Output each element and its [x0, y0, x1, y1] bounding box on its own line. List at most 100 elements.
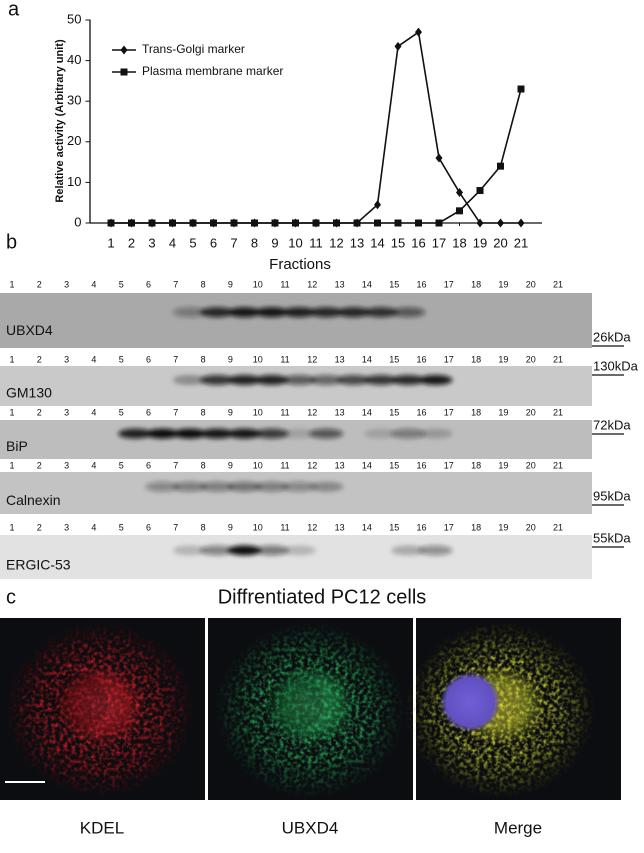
blot-name: GM130 — [6, 385, 52, 401]
blot-strip — [0, 472, 592, 514]
point — [394, 219, 402, 227]
lane-number: 16 — [416, 279, 426, 289]
y-tick-label: 10 — [67, 174, 81, 189]
lane-number: 11 — [280, 522, 289, 532]
point — [517, 85, 525, 93]
lane-number: 18 — [471, 407, 481, 417]
lane-number: 21 — [553, 354, 563, 364]
microscopy-title: Diffrentiated PC12 cells — [218, 586, 427, 608]
point — [292, 219, 299, 227]
lane-number: 19 — [498, 407, 508, 417]
point — [476, 187, 484, 195]
band — [200, 307, 235, 318]
band — [200, 481, 235, 492]
lane-number: 19 — [498, 354, 508, 364]
lane-number: 1 — [9, 407, 14, 417]
lane-number: 18 — [471, 460, 481, 470]
lane-number: 15 — [389, 460, 399, 470]
lane-number: 3 — [64, 354, 69, 364]
lane-number: 7 — [173, 460, 178, 470]
lane-number: 4 — [91, 354, 96, 364]
lane-number: 4 — [91, 279, 96, 289]
lane-number: 13 — [335, 460, 345, 470]
x-tick-label: 19 — [473, 235, 487, 250]
lane-number: 18 — [471, 522, 481, 532]
lane-number: 12 — [307, 354, 317, 364]
lane-number: 9 — [228, 354, 233, 364]
lane-number: 5 — [119, 522, 124, 532]
nucleus — [267, 674, 323, 730]
lane-number: 17 — [444, 279, 454, 289]
lane-number: 1 — [9, 354, 14, 364]
x-tick-label: 7 — [230, 235, 237, 250]
y-tick-label: 40 — [67, 52, 81, 67]
lane-number: 20 — [526, 354, 536, 364]
image-label: Merge — [494, 818, 542, 837]
lane-number: 20 — [526, 522, 536, 532]
lane-number: 7 — [173, 407, 178, 417]
x-tick-label: 8 — [251, 235, 258, 250]
lane-number: 12 — [307, 460, 317, 470]
series-line — [111, 88, 522, 224]
point — [251, 219, 258, 227]
band — [391, 428, 426, 439]
lane-number: 1 — [9, 522, 14, 532]
point — [394, 41, 402, 51]
lane-number: 16 — [416, 522, 426, 532]
lane-number: 2 — [37, 354, 42, 364]
legend-marker — [120, 45, 128, 55]
blot-bands — [172, 307, 426, 318]
lane-number: 13 — [335, 522, 345, 532]
lane-number: 17 — [444, 407, 454, 417]
point — [456, 188, 463, 198]
image-label: UBXD4 — [282, 818, 339, 837]
band — [227, 481, 262, 492]
band — [336, 375, 371, 385]
lane-number: 12 — [307, 522, 317, 532]
lane-number: 15 — [389, 354, 399, 364]
point — [374, 219, 381, 227]
lane-number: 15 — [389, 522, 399, 532]
band — [363, 375, 398, 385]
band — [418, 375, 453, 385]
lane-number: 9 — [228, 407, 233, 417]
lane-number: 15 — [389, 407, 399, 417]
x-tick-label: 9 — [271, 235, 278, 250]
point — [497, 218, 504, 228]
lane-number: 3 — [64, 407, 69, 417]
lane-number: 10 — [253, 522, 263, 532]
lane-number: 10 — [253, 279, 263, 289]
band — [145, 481, 180, 492]
lane-number: 14 — [362, 354, 372, 364]
cell-stain-core — [55, 665, 145, 745]
lane-number: 17 — [444, 522, 454, 532]
x-tick-label: 1 — [107, 235, 114, 250]
band — [200, 428, 235, 439]
lane-number: 2 — [37, 460, 42, 470]
lane-number: 8 — [201, 522, 206, 532]
band — [145, 428, 180, 439]
point — [169, 219, 176, 227]
lane-number: 6 — [146, 354, 151, 364]
band — [363, 428, 398, 439]
band — [227, 545, 262, 556]
lane-number: 10 — [253, 460, 263, 470]
point — [107, 219, 115, 227]
lane-number: 5 — [119, 407, 124, 417]
lane-number: 11 — [280, 354, 289, 364]
lane-number: 21 — [553, 279, 563, 289]
lane-number: 9 — [228, 279, 233, 289]
lane-number: 14 — [362, 460, 372, 470]
lane-number: 5 — [119, 354, 124, 364]
band — [391, 375, 426, 385]
blot-bands — [172, 545, 453, 556]
band — [336, 307, 371, 318]
point — [435, 153, 443, 163]
x-tick-label: 14 — [370, 235, 384, 250]
lane-number: 7 — [173, 354, 178, 364]
band — [200, 375, 235, 385]
x-tick-label: 6 — [210, 235, 217, 250]
lane-number: 9 — [228, 522, 233, 532]
blot-bands — [118, 428, 453, 439]
blot-name: UBXD4 — [6, 322, 53, 338]
